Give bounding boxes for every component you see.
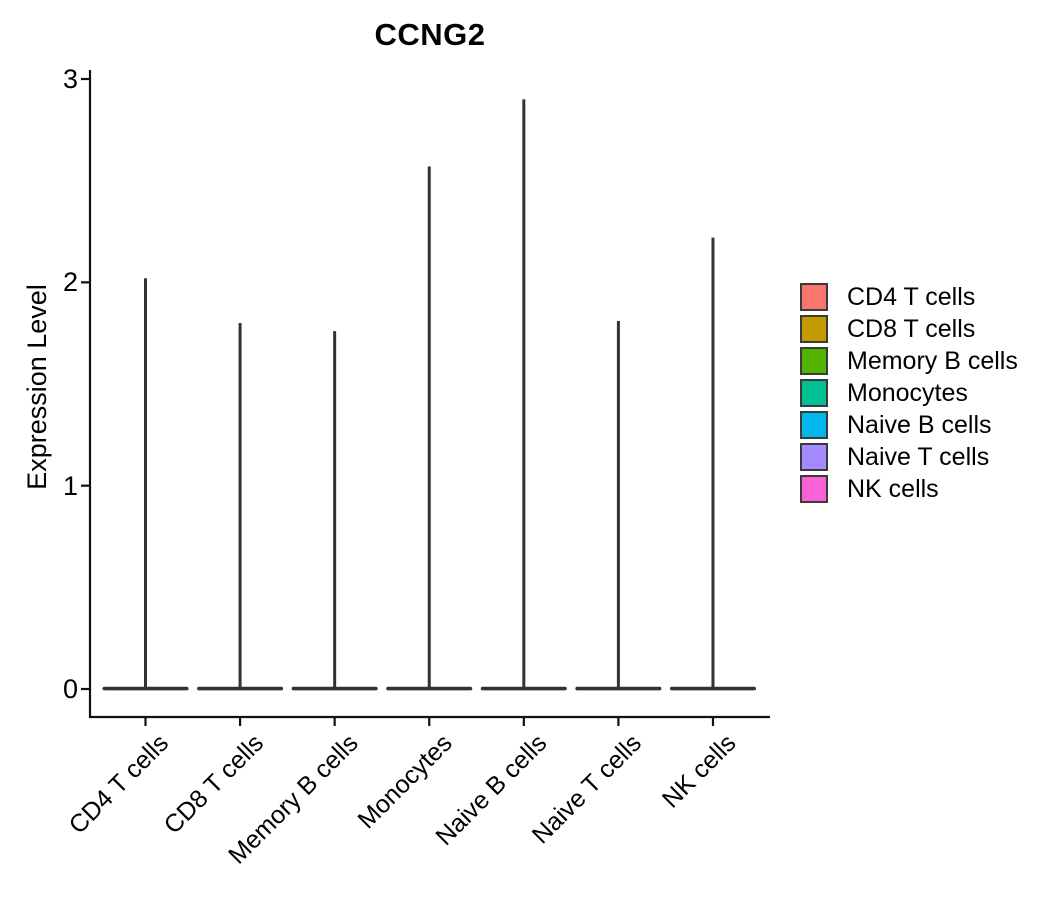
y-tick-label-0: 0 — [62, 674, 78, 704]
legend-label-naive-b-cells: Naive B cells — [847, 410, 992, 439]
legend: CD4 T cells CD8 T cells Memory B cells Mono… — [800, 281, 1018, 505]
legend-item-cd4-t-cells: CD4 T cells — [800, 281, 1018, 313]
legend-swatch-memory-b-cells — [800, 347, 828, 375]
legend-label-nk-cells: NK cells — [847, 474, 939, 503]
legend-swatch-monocytes — [800, 379, 828, 407]
legend-swatch-cd8-t-cells — [800, 315, 828, 343]
y-tick-label-2: 2 — [62, 267, 78, 298]
legend-swatch-nk-cells — [800, 475, 828, 503]
violin-base-nk-cells — [669, 686, 756, 691]
legend-label-cd8-t-cells: CD8 T cells — [847, 314, 976, 343]
violin-base-cd4-t-cells — [102, 686, 189, 691]
violin-spike-naive-b-cells — [522, 99, 526, 688]
violin-spike-cd4-t-cells — [144, 278, 147, 688]
violin-spike-memory-b-cells — [333, 331, 337, 688]
legend-item-memory-b-cells: Memory B cells — [800, 345, 1018, 377]
y-tick-label-3: 3 — [62, 64, 78, 94]
violin-base-naive-b-cells — [480, 686, 567, 691]
violin-spike-cd8-t-cells — [238, 323, 242, 688]
legend-swatch-naive-b-cells — [800, 411, 828, 439]
legend-label-memory-b-cells: Memory B cells — [847, 346, 1018, 375]
legend-label-monocytes: Monocytes — [847, 378, 968, 407]
violin-base-memory-b-cells — [291, 686, 378, 691]
legend-swatch-naive-t-cells — [800, 443, 828, 471]
legend-item-cd8-t-cells: CD8 T cells — [800, 313, 1018, 345]
violin-spike-nk-cells — [711, 237, 715, 688]
violin-spike-naive-t-cells — [616, 320, 620, 688]
violin-base-cd8-t-cells — [197, 686, 284, 691]
legend-item-nk-cells: NK cells — [800, 473, 1018, 505]
legend-label-cd4-t-cells: CD4 T cells — [847, 282, 976, 311]
plot-title: CCNG2 — [374, 17, 486, 52]
legend-item-naive-t-cells: Naive T cells — [800, 441, 1018, 473]
violin-base-naive-t-cells — [575, 686, 662, 691]
violin-base-monocytes — [386, 686, 473, 691]
legend-item-monocytes: Monocytes — [800, 377, 1018, 409]
legend-label-naive-t-cells: Naive T cells — [847, 442, 990, 471]
legend-swatch-cd4-t-cells — [800, 283, 828, 311]
violin-spike-monocytes — [427, 166, 431, 688]
legend-item-naive-b-cells: Naive B cells — [800, 409, 1018, 441]
y-tick-label-1: 1 — [62, 470, 78, 501]
